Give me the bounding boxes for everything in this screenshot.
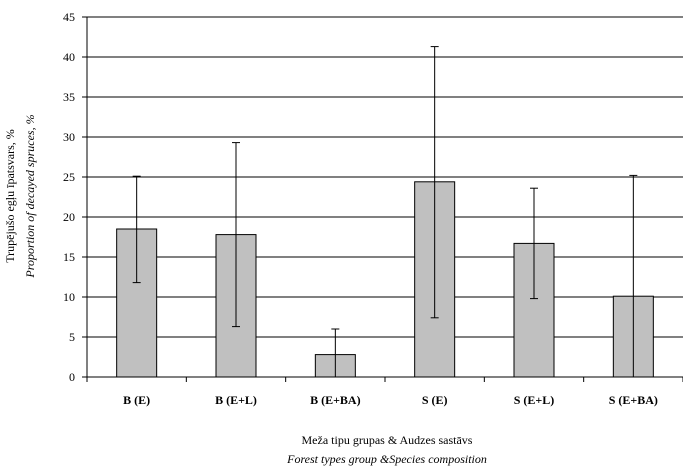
y-tick-label: 30 xyxy=(63,130,75,144)
axes xyxy=(86,17,683,378)
y-tick-label: 10 xyxy=(63,290,75,304)
category-label: B (E+L) xyxy=(215,393,257,407)
y-tick-label: 15 xyxy=(63,250,75,264)
y-axis-title-en: Proportion of decayed spruces, % xyxy=(23,114,37,278)
x-axis-title: Meža tipu grupas & Audzes sastāvs xyxy=(302,433,473,447)
y-axis-title: Trupējušo egļu īpatsvars, % xyxy=(3,129,17,263)
y-tick-label: 5 xyxy=(69,330,75,344)
category-label: B (E+BA) xyxy=(310,393,361,407)
category-label: S (E) xyxy=(422,393,448,407)
gridlines xyxy=(82,16,683,382)
x-tick-labels: B (E) B (E+L) B (E+BA) S (E) S (E+L) S (E+BA) xyxy=(123,393,658,407)
y-tick-label: 0 xyxy=(69,370,75,384)
bars xyxy=(116,181,654,378)
category-label: S (E+L) xyxy=(514,393,555,407)
x-axis-title-en: Forest types group &Species composition xyxy=(286,452,487,466)
y-tick-label: 35 xyxy=(63,90,75,104)
category-label: B (E) xyxy=(123,393,150,407)
y-tick-label: 20 xyxy=(63,210,75,224)
category-label: S (E+BA) xyxy=(609,393,658,407)
y-tick-label: 45 xyxy=(63,10,75,24)
y-tick-labels: 0 5 10 15 20 25 30 35 40 45 xyxy=(63,10,75,384)
y-tick-label: 25 xyxy=(63,170,75,184)
y-tick-label: 40 xyxy=(63,50,75,64)
error-bars xyxy=(132,46,638,377)
